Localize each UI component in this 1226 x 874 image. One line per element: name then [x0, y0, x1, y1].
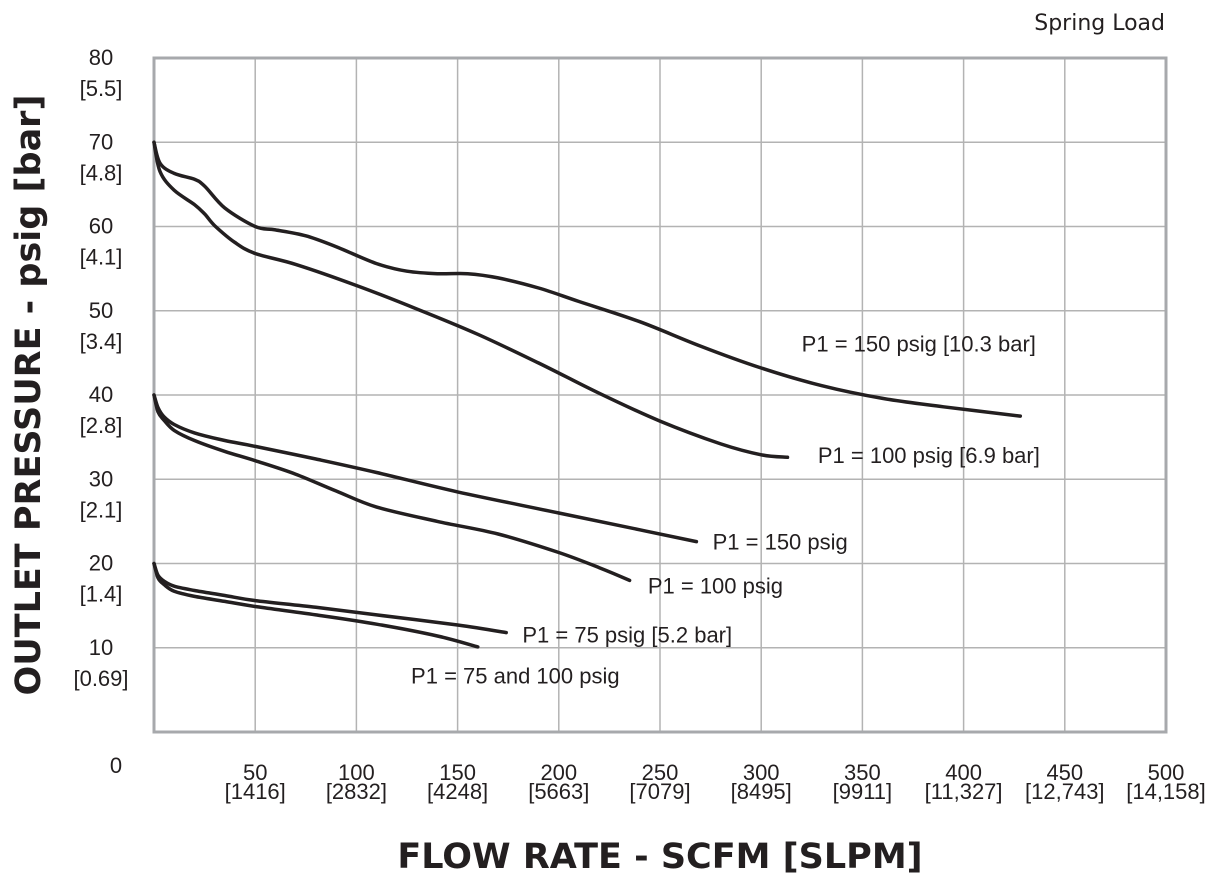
- x-tick-sublabel: [2832]: [326, 779, 387, 804]
- y-tick-sublabel: [2.8]: [80, 413, 123, 438]
- y-tick-label: 60: [89, 214, 113, 239]
- x-tick-sublabel: [9911]: [833, 779, 893, 804]
- y-tick-sublabel: [1.4]: [80, 582, 123, 607]
- series-label-1: P1 = 100 psig [6.9 bar]: [818, 443, 1040, 468]
- y-tick-label: 10: [89, 635, 113, 660]
- y-tick-sublabel: [5.5]: [80, 76, 123, 101]
- y-tick-label: 70: [89, 129, 113, 154]
- y-tick-label: 50: [89, 298, 113, 323]
- x-tick-sublabel: [8495]: [731, 779, 792, 804]
- series-line-4: [152, 561, 508, 635]
- grid: [154, 58, 1166, 732]
- y-tick-sublabel: [2.1]: [80, 497, 123, 522]
- y-tick-label: 80: [89, 45, 113, 70]
- y-tick-sublabel: [4.1]: [80, 245, 123, 270]
- series-label-2: P1 = 150 psig: [713, 530, 848, 555]
- x-tick-label: 250: [642, 760, 679, 785]
- x-tick-label: 300: [743, 760, 780, 785]
- x-axis-title: FLOW RATE - SCFM [SLPM]: [397, 837, 922, 874]
- x-tick-label: 200: [540, 760, 577, 785]
- y-tick-label: 0: [110, 753, 122, 778]
- series-label-5: P1 = 75 and 100 psig: [411, 664, 620, 689]
- x-tick-sublabel: [14,158]: [1126, 779, 1206, 804]
- x-tick-sublabel: [7079]: [629, 779, 690, 804]
- series-label-4: P1 = 75 psig [5.2 bar]: [522, 622, 732, 647]
- x-tick-label: 400: [945, 760, 982, 785]
- x-tick-label: 450: [1046, 760, 1083, 785]
- y-tick-sublabel: [4.8]: [80, 160, 123, 185]
- x-tick-label: 350: [844, 760, 881, 785]
- x-tick-sublabel: [11,327]: [925, 779, 1003, 804]
- x-tick-sublabel: [1416]: [225, 779, 286, 804]
- x-tick-sublabel: [4248]: [427, 779, 488, 804]
- series-line-3: [152, 393, 632, 583]
- series-labels: P1 = 150 psig [10.3 bar] P1 = 100 psig [6…: [411, 332, 1040, 689]
- y-axis-title: OUTLET PRESSURE - psig [bar]: [9, 95, 49, 696]
- series-line-1: [152, 140, 790, 460]
- x-tick-label: 500: [1148, 760, 1185, 785]
- y-tick-sublabel: [0.69]: [73, 666, 128, 691]
- x-tick-label: 100: [338, 760, 375, 785]
- y-tick-label: 20: [89, 551, 113, 576]
- series-label-3: P1 = 100 psig: [648, 573, 783, 598]
- y-tick-sublabel: [3.4]: [80, 329, 123, 354]
- series-line-2: [152, 393, 699, 544]
- x-axis-ticks: 50[1416] 100[2832] 150[4248] 200[5663] 250[7…: [225, 760, 1206, 804]
- series-line-5: [152, 561, 480, 649]
- y-axis-ticks: 0 10 [0.69] 20 [1.4] 30 [2.1] 40 [2.8] 50 [3.4] 60 […: [73, 45, 128, 778]
- series-layer: [152, 140, 1023, 649]
- x-tick-label: 50: [243, 760, 267, 785]
- x-tick-sublabel: [12,743]: [1025, 779, 1105, 804]
- x-tick-label: 150: [439, 760, 476, 785]
- series-label-0: P1 = 150 psig [10.3 bar]: [802, 332, 1036, 357]
- corner-note: Spring Load: [1034, 11, 1165, 36]
- x-tick-sublabel: [5663]: [528, 779, 589, 804]
- y-tick-label: 40: [89, 382, 113, 407]
- series-line-0: [152, 140, 1023, 418]
- y-tick-label: 30: [89, 466, 113, 491]
